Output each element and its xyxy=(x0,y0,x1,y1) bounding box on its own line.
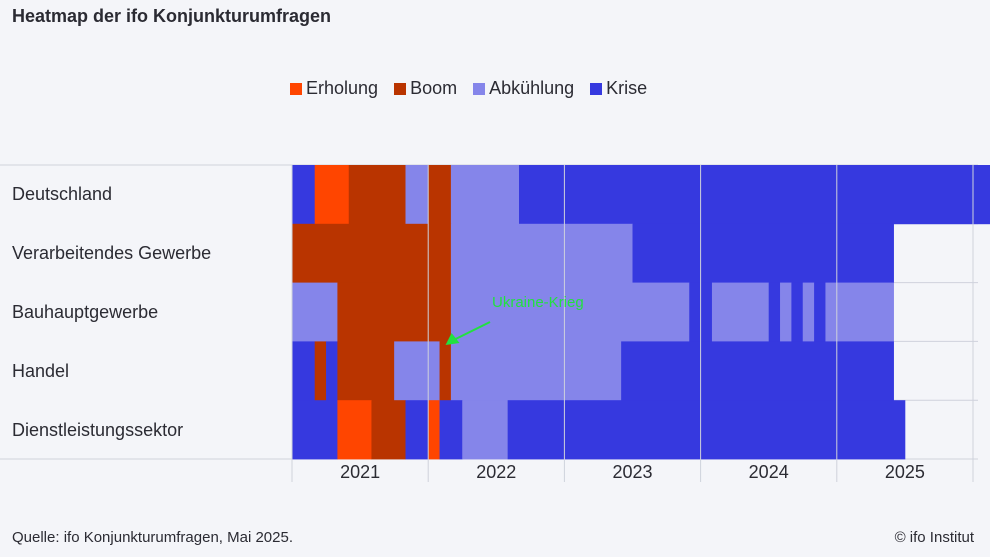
x-tick-label: 2024 xyxy=(749,462,789,482)
legend-item-abkuehlung: Abkühlung xyxy=(473,78,574,99)
annotation-arrow-line xyxy=(449,321,491,343)
legend-swatch-abkuehlung xyxy=(473,82,486,95)
heatmap-cell-abkuehlung xyxy=(462,400,509,460)
heatmap-cell-abkuehlung xyxy=(394,341,440,401)
legend-label-boom: Boom xyxy=(410,78,458,98)
annotation-label: Ukraine-Krieg xyxy=(492,294,584,311)
heatmap-cell-krise xyxy=(768,282,781,342)
heatmap-cell-abkuehlung xyxy=(292,282,338,342)
chart-title: Heatmap der ifo Konjunkturumfragen xyxy=(12,6,332,26)
row-label-verarbeitendes-gewerbe: Verarbeitendes Gewerbe xyxy=(12,243,212,263)
source-note: Quelle: ifo Konjunkturumfragen, Mai 2025… xyxy=(12,529,293,546)
credit-note: © ifo Institut xyxy=(894,529,974,546)
x-tick-label: 2022 xyxy=(476,462,516,482)
heatmap-cell-krise xyxy=(292,341,316,401)
row-label-handel: Handel xyxy=(12,361,70,381)
row-label-dienstleistungssektor: Dienstleistungssektor xyxy=(12,420,184,440)
legend-item-krise: Krise xyxy=(590,78,647,99)
x-tick-label: 2025 xyxy=(885,462,925,482)
heatmap-cell-abkuehlung xyxy=(802,282,815,342)
heatmap-cell-abkuehlung xyxy=(780,282,792,342)
heatmap-cell-boom xyxy=(371,400,406,460)
legend-swatch-krise xyxy=(590,82,603,95)
heatmap-cell-abkuehlung xyxy=(450,282,690,342)
heatmap-cell-krise xyxy=(632,223,894,283)
annotation-arrow-head xyxy=(445,333,460,345)
heatmap-cell-krise xyxy=(814,282,826,342)
heatmap-cell-krise xyxy=(292,400,338,460)
ukraine-annotation: Ukraine-Krieg xyxy=(445,294,584,345)
legend: Erholung Boom Abkühlung Krise xyxy=(290,78,647,99)
heatmap-cell-krise xyxy=(791,282,804,342)
heatmap-cell-krise xyxy=(405,400,429,460)
heatmap-cell-abkuehlung xyxy=(450,165,520,225)
legend-label-erholung: Erholung xyxy=(306,78,379,98)
heatmap-cell-abkuehlung xyxy=(450,223,633,283)
heatmap-cell-abkuehlung xyxy=(825,282,894,342)
heatmap-cell-boom xyxy=(292,223,452,283)
heatmap-cell-boom xyxy=(348,165,406,225)
legend-item-erholung: Erholung xyxy=(290,78,378,99)
heatmap-cell-boom xyxy=(337,341,395,401)
heatmap-cell-krise xyxy=(326,341,338,401)
heatmap-cell-krise xyxy=(621,341,894,401)
row-label-bauhauptgewerbe: Bauhauptgewerbe xyxy=(12,302,159,322)
x-axis: 2021 2022 2023 2024 2025 xyxy=(340,462,925,482)
heatmap-cells xyxy=(292,165,990,460)
heatmap-cell-abkuehlung xyxy=(711,282,770,342)
x-tick-label: 2021 xyxy=(340,462,380,482)
year-gridlines xyxy=(291,165,974,482)
legend-label-krise: Krise xyxy=(606,78,648,98)
heatmap-cell-krise xyxy=(507,400,906,460)
heatmap-cell-krise xyxy=(519,165,990,225)
x-tick-label: 2023 xyxy=(612,462,652,482)
heatmap-cell-boom xyxy=(439,341,452,401)
heatmap-cell-boom xyxy=(314,341,327,401)
heatmap-cell-erholung xyxy=(428,400,440,460)
heatmap-cell-krise xyxy=(292,165,316,225)
legend-swatch-erholung xyxy=(290,82,302,95)
heatmap-cell-boom xyxy=(428,165,452,225)
heatmap-cell-boom xyxy=(337,282,452,342)
heatmap-cell-abkuehlung xyxy=(450,341,622,401)
legend-label-abkuehlung: Abkühlung xyxy=(489,78,575,98)
legend-swatch-boom xyxy=(394,82,407,95)
row-label-deutschland: Deutschland xyxy=(12,184,113,204)
heatmap-cell-erholung xyxy=(337,400,372,460)
heatmap-cell-erholung xyxy=(314,165,350,225)
heatmap-cell-krise xyxy=(439,400,463,460)
legend-item-boom: Boom xyxy=(394,78,457,99)
heatmap-cell-abkuehlung xyxy=(405,165,429,225)
